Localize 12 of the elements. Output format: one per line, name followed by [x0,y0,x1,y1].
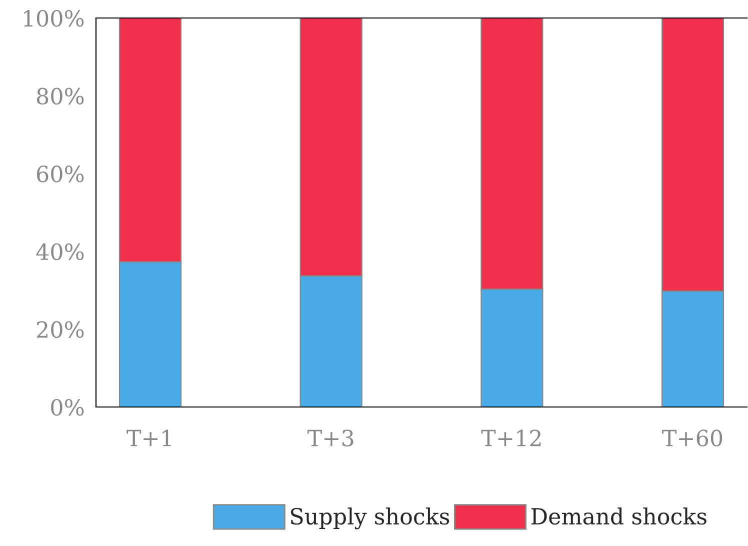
y-tick-label: 80% [36,88,84,105]
y-tick-label: 20% [37,321,84,338]
x-tick-label: T+12 [481,430,541,446]
x-tick-label: T+1 [126,430,171,446]
y-tick-label: 40% [36,243,84,260]
y-tick-label: 100% [24,10,84,27]
legend-label: Supply shocks [290,507,450,530]
y-tick-label: 60% [36,166,84,182]
x-tick-label: T+60 [662,430,722,446]
legend-label: Demand shocks [531,507,706,525]
x-tick-label: T+3 [308,430,354,446]
y-tick-label: 0% [51,398,84,416]
